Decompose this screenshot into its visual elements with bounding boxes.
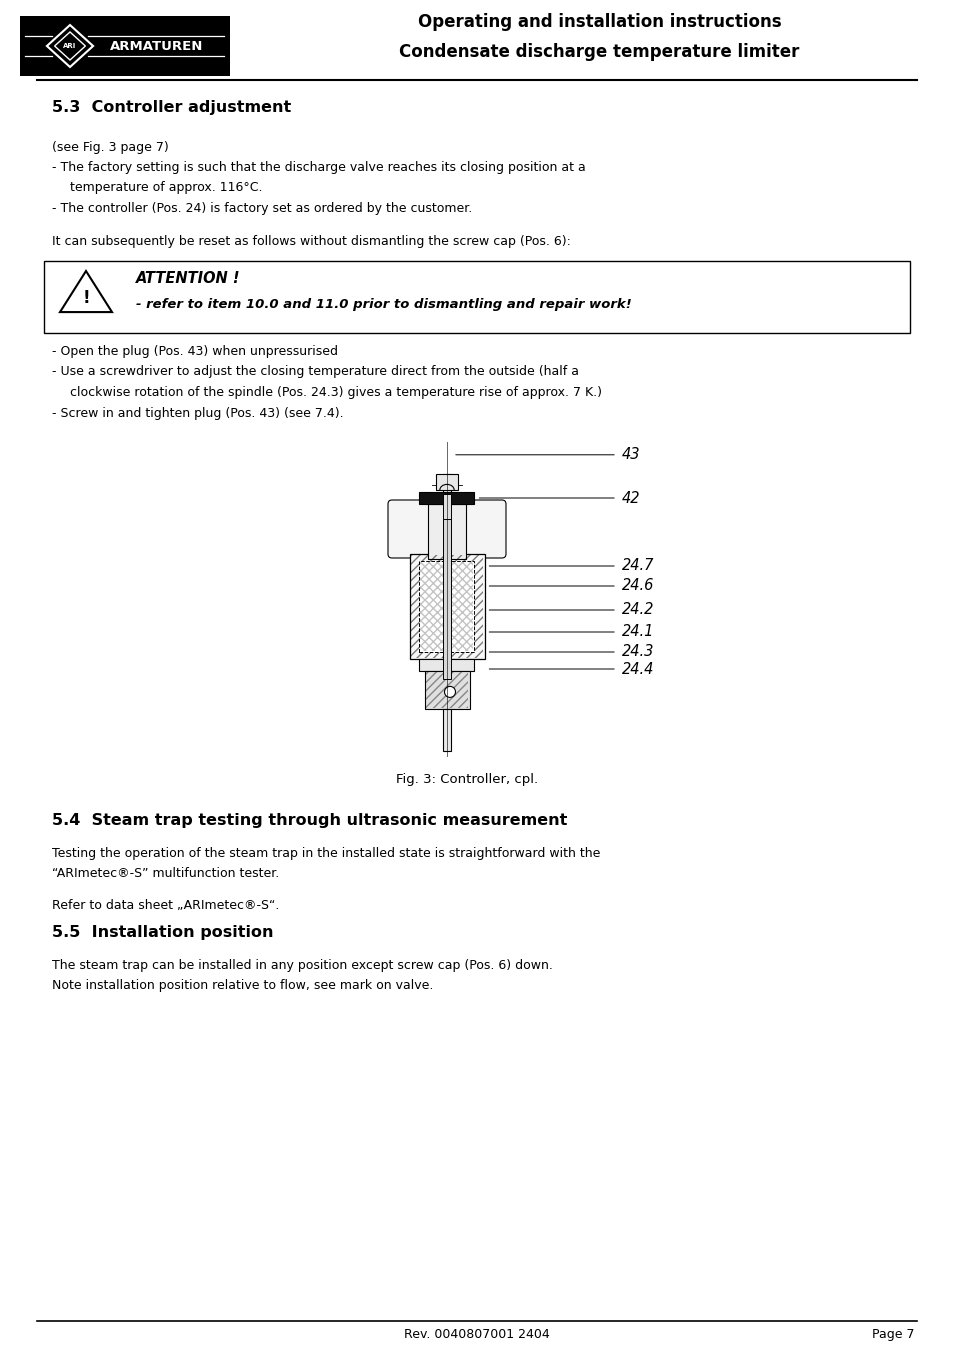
Text: !: ! <box>82 289 90 307</box>
Text: Page 7: Page 7 <box>872 1328 914 1342</box>
Text: temperature of approx. 116°C.: temperature of approx. 116°C. <box>70 181 262 195</box>
Text: “ARImetec®-S” multifunction tester.: “ARImetec®-S” multifunction tester. <box>52 867 279 880</box>
Text: 43: 43 <box>621 447 639 462</box>
FancyBboxPatch shape <box>442 709 451 751</box>
Text: Note installation position relative to flow, see mark on valve.: Note installation position relative to f… <box>52 979 433 992</box>
FancyBboxPatch shape <box>424 671 469 709</box>
Text: (see Fig. 3 page 7): (see Fig. 3 page 7) <box>52 141 169 154</box>
Text: - Use a screwdriver to adjust the closing temperature direct from the outside (h: - Use a screwdriver to adjust the closin… <box>52 366 578 378</box>
Text: - Open the plug (Pos. 43) when unpressurised: - Open the plug (Pos. 43) when unpressur… <box>52 345 337 358</box>
Text: 24.3: 24.3 <box>621 644 654 659</box>
Text: 24.7: 24.7 <box>621 558 654 574</box>
Text: The steam trap can be installed in any position except screw cap (Pos. 6) down.: The steam trap can be installed in any p… <box>52 958 553 971</box>
FancyBboxPatch shape <box>20 16 230 76</box>
Text: 42: 42 <box>621 490 639 505</box>
Text: Refer to data sheet „ARImetec®-S“.: Refer to data sheet „ARImetec®-S“. <box>52 900 279 912</box>
FancyBboxPatch shape <box>461 500 505 558</box>
Text: Rev. 0040807001 2404: Rev. 0040807001 2404 <box>404 1328 549 1342</box>
Text: 24.6: 24.6 <box>621 578 654 593</box>
Text: ATTENTION !: ATTENTION ! <box>136 272 240 286</box>
Text: - Screw in and tighten plug (Pos. 43) (see 7.4).: - Screw in and tighten plug (Pos. 43) (s… <box>52 407 343 420</box>
Text: clockwise rotation of the spindle (Pos. 24.3) gives a temperature rise of approx: clockwise rotation of the spindle (Pos. … <box>70 386 601 399</box>
FancyBboxPatch shape <box>409 554 484 659</box>
FancyBboxPatch shape <box>419 659 474 671</box>
FancyBboxPatch shape <box>443 519 450 680</box>
Text: 5.5  Installation position: 5.5 Installation position <box>52 925 274 940</box>
Text: Fig. 3: Controller, cpl.: Fig. 3: Controller, cpl. <box>395 773 537 786</box>
Text: Condensate discharge temperature limiter: Condensate discharge temperature limiter <box>399 43 799 61</box>
FancyBboxPatch shape <box>419 561 474 653</box>
Text: - The factory setting is such that the discharge valve reaches its closing posit: - The factory setting is such that the d… <box>52 161 585 174</box>
Text: - The controller (Pos. 24) is factory set as ordered by the customer.: - The controller (Pos. 24) is factory se… <box>52 203 472 215</box>
Text: ARI: ARI <box>63 43 76 49</box>
Text: 24.1: 24.1 <box>621 624 654 639</box>
Text: 5.3  Controller adjustment: 5.3 Controller adjustment <box>52 100 291 115</box>
Text: Testing the operation of the steam trap in the installed state is straightforwar: Testing the operation of the steam trap … <box>52 847 599 859</box>
Text: Operating and installation instructions: Operating and installation instructions <box>417 14 781 31</box>
Text: 24.2: 24.2 <box>621 603 654 617</box>
Text: - refer to item 10.0 and 11.0 prior to dismantling and repair work!: - refer to item 10.0 and 11.0 prior to d… <box>136 299 631 311</box>
Text: ARMATUREN: ARMATUREN <box>111 39 204 53</box>
Text: It can subsequently be reset as follows without dismantling the screw cap (Pos. : It can subsequently be reset as follows … <box>52 235 570 247</box>
FancyBboxPatch shape <box>388 500 432 558</box>
Text: 24.4: 24.4 <box>621 662 654 677</box>
FancyBboxPatch shape <box>428 504 465 559</box>
Text: 5.4  Steam trap testing through ultrasonic measurement: 5.4 Steam trap testing through ultrasoni… <box>52 813 567 828</box>
Polygon shape <box>60 272 112 312</box>
FancyBboxPatch shape <box>44 261 909 332</box>
FancyBboxPatch shape <box>442 474 451 507</box>
FancyBboxPatch shape <box>436 474 457 490</box>
Circle shape <box>444 686 455 697</box>
FancyBboxPatch shape <box>442 494 451 580</box>
FancyBboxPatch shape <box>419 492 474 504</box>
